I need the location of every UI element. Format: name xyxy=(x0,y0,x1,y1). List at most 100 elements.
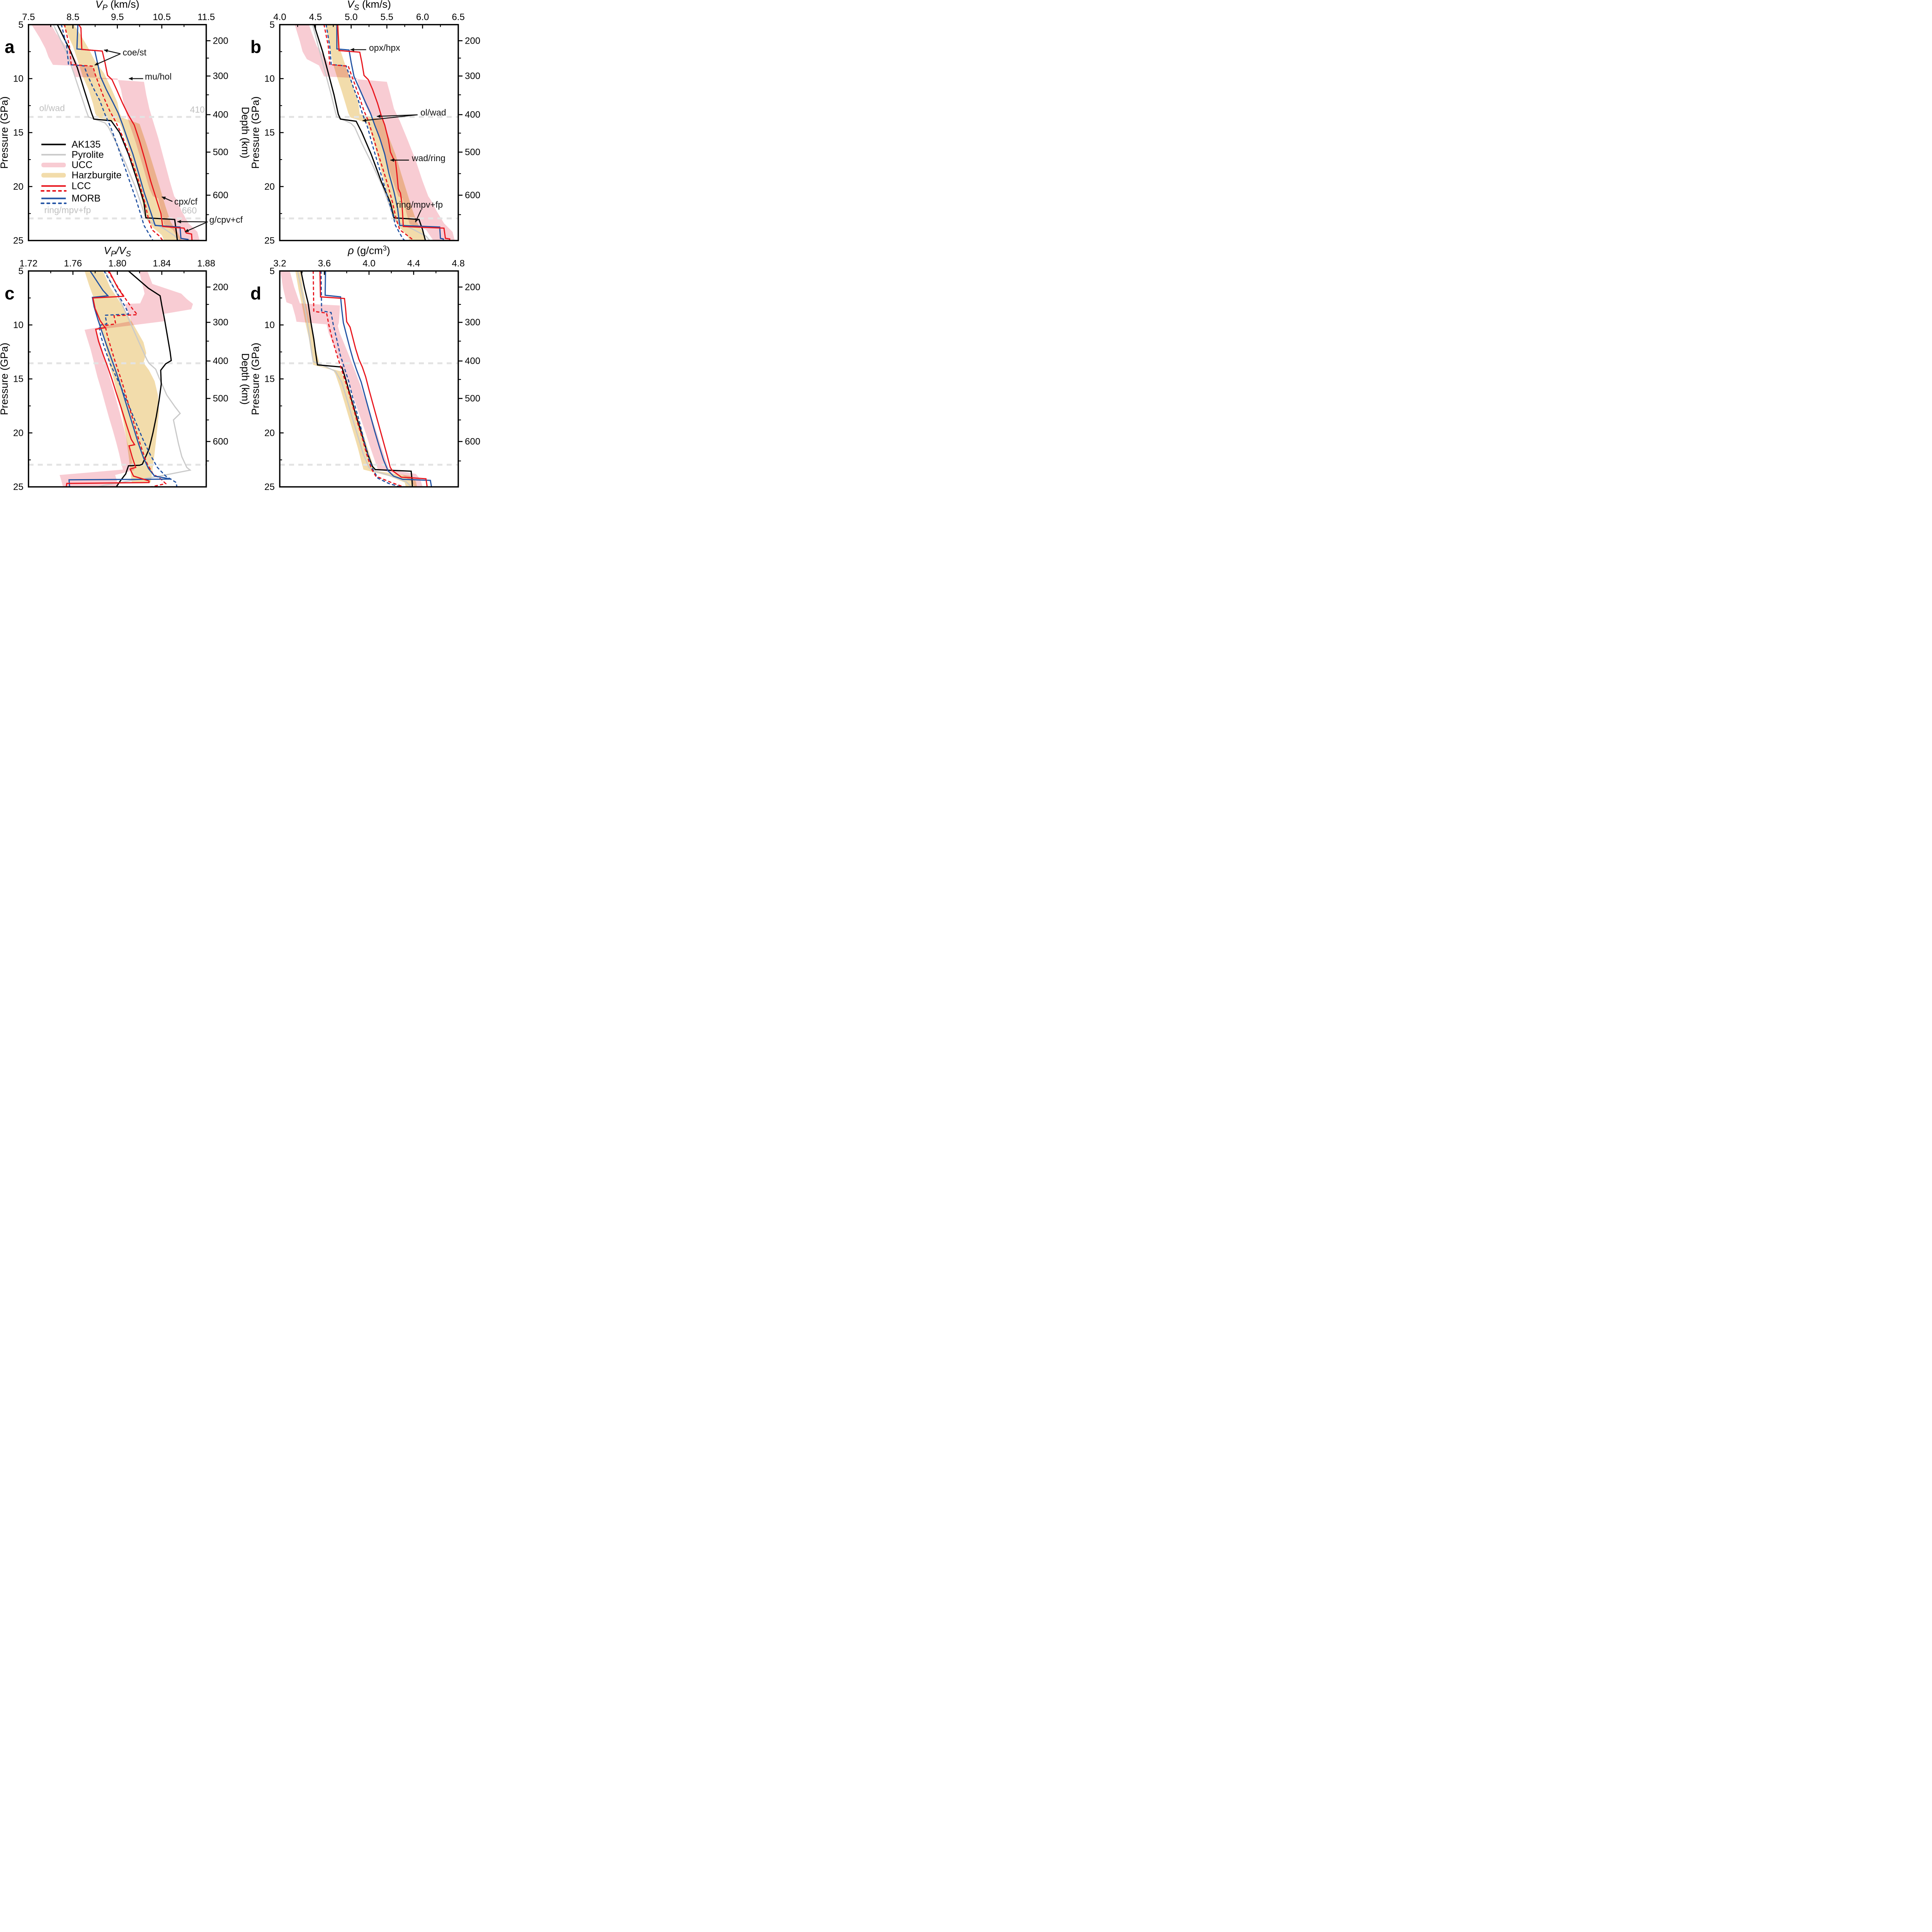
depth-tick-label: 500 xyxy=(213,393,228,404)
ucc-band xyxy=(294,24,455,241)
x-tick-label: 4.0 xyxy=(362,258,375,269)
annotation-label-g-cpv-cf: g/cpv+cf xyxy=(209,214,243,224)
x-tick-label: 7.5 xyxy=(22,12,35,22)
series-pyrolite-line xyxy=(98,271,192,487)
annotation-label-mu-hol: mu/hol xyxy=(145,71,172,82)
series-morb_dashed-line xyxy=(325,24,405,241)
legend-item-lcc: LCC xyxy=(41,180,91,192)
gray-label-660: 660 xyxy=(182,206,197,216)
x-tick-label: 1.84 xyxy=(153,258,171,269)
four-panel-seismic-profile-chart: ol/wad 410 ring/mpv+fp 660 7.5 8.5 9.5 10.5 11.5… xyxy=(0,0,503,492)
x-tick-label: 6.5 xyxy=(452,12,464,22)
figure-page: ol/wad 410 ring/mpv+fp 660 7.5 8.5 9.5 10.5 11.5… xyxy=(0,0,503,492)
x-tick-label: 4.0 xyxy=(273,12,286,22)
x-tick-label: 4.5 xyxy=(309,12,322,22)
pressure-tick-label: 20 xyxy=(264,182,275,192)
x-tick-label: 1.76 xyxy=(64,258,82,269)
annotation-label-opx-hpx: opx/hpx xyxy=(369,43,400,53)
pressure-tick-label: 20 xyxy=(13,182,24,192)
pressure-tick-label: 15 xyxy=(13,128,24,138)
depth-tick-label: 400 xyxy=(213,356,228,366)
gray-label-ring-mpv-fp: ring/mpv+fp xyxy=(44,205,91,215)
annotation-arrow-ring-mpv-fp xyxy=(415,209,422,223)
series-pyrolite-line xyxy=(312,24,430,241)
pressure-tick-label: 20 xyxy=(264,428,275,438)
series-lcc-line xyxy=(337,24,451,241)
depth-tick-label: 200 xyxy=(465,282,480,293)
annotation-label-wad-ring: wad/ring xyxy=(412,153,446,163)
series-lcc-line xyxy=(319,271,428,487)
gray-label-410: 410 xyxy=(190,104,205,114)
x-tick-label: 3.6 xyxy=(318,258,331,269)
depth-tick-label: 200 xyxy=(213,282,228,293)
pressure-tick-label: 15 xyxy=(264,128,275,138)
depth-tick-label: 400 xyxy=(465,356,480,366)
annotation-arrow-g-cpv-cf xyxy=(185,221,208,233)
legend-item-pyrolite: Pyrolite xyxy=(41,149,104,160)
legend-item-ak135: AK135 xyxy=(41,139,100,150)
legend-item-ak135-label: AK135 xyxy=(71,139,100,150)
pressure-tick-label: 10 xyxy=(264,73,275,84)
pressure-axis-title: Pressure (GPa) xyxy=(0,96,10,169)
x-tick-label: 10.5 xyxy=(153,12,171,22)
legend-item-harzburgite-label: Harzburgite xyxy=(71,170,121,180)
x-tick-label: 1.88 xyxy=(197,258,215,269)
series-morb_dashed-line xyxy=(320,271,401,487)
pressure-tick-label: 5 xyxy=(18,20,23,30)
pressure-tick-label: 10 xyxy=(13,73,24,84)
pressure-tick-label: 5 xyxy=(270,266,275,276)
panel-b: 4.0 4.5 5.0 5.5 6.0 6.5 VS​ (km/s) 5 10 15 20 25 Pre… xyxy=(250,0,503,246)
annotation-arrow-cpx-cf xyxy=(162,196,173,202)
pressure-axis-title: Pressure (GPa) xyxy=(0,343,10,415)
depth-tick-label: 600 xyxy=(213,190,228,201)
depth-axis-title: Depth (km) xyxy=(240,353,251,405)
panel-d-plot-area xyxy=(280,271,458,487)
pressure-tick-label: 25 xyxy=(13,236,24,246)
pressure-tick-label: 25 xyxy=(13,482,24,491)
depth-tick-label: 500 xyxy=(465,393,480,404)
x-axis-title: VP​/VS​ xyxy=(104,245,131,258)
panel-a-letter: a xyxy=(5,37,15,57)
depth-tick-label: 600 xyxy=(465,437,480,447)
x-tick-label: 11.5 xyxy=(197,12,215,22)
depth-tick-label: 500 xyxy=(465,147,480,158)
pressure-tick-label: 5 xyxy=(18,266,23,276)
series-lcc_dashed-line xyxy=(313,271,404,487)
harzburgite_band-legend-swatch xyxy=(41,173,66,178)
pressure-tick-label: 15 xyxy=(264,374,275,384)
panel-c: 1.72 1.76 1.80 1.84 1.88 VP​/VS​ 5 10 15 20 25 Pres… xyxy=(0,245,251,492)
panel-a-plot-area xyxy=(28,24,206,241)
harzburgite-band xyxy=(84,271,159,483)
series-ak135-line xyxy=(300,271,413,487)
legend-item-ucc: UCC xyxy=(41,160,92,170)
depth-tick-label: 300 xyxy=(465,317,480,328)
annotation-arrow-coe-st xyxy=(94,53,121,66)
legend-item-morb: MORB xyxy=(41,193,100,204)
panel-a: ol/wad 410 ring/mpv+fp 660 7.5 8.5 9.5 10.5 11.5… xyxy=(0,0,251,246)
harzburgite-band xyxy=(325,24,426,241)
x-tick-label: 4.8 xyxy=(452,258,464,269)
pressure-tick-label: 10 xyxy=(13,320,24,330)
series-lcc-line xyxy=(66,271,150,487)
depth-tick-label: 400 xyxy=(465,110,480,120)
x-tick-label: 3.2 xyxy=(273,258,286,269)
x-tick-label: 8.5 xyxy=(66,12,79,22)
legend-item-lcc-label: LCC xyxy=(71,180,91,191)
annotation-arrow-ol-wad xyxy=(362,114,418,122)
annotation-arrow-coe-st xyxy=(104,49,121,54)
annotation-label-ring-mpv-fp: ring/mpv+fp xyxy=(396,199,443,209)
series-lcc-line xyxy=(78,24,193,241)
series-lcc_dashed-line xyxy=(323,24,415,241)
depth-tick-label: 600 xyxy=(465,190,480,201)
x-axis-title: ρ (g/cm3​) xyxy=(347,244,390,256)
panel-d-letter: d xyxy=(250,283,262,303)
x-tick-label: 4.4 xyxy=(407,258,420,269)
pressure-tick-label: 15 xyxy=(13,374,24,384)
series-morb-line xyxy=(336,24,444,241)
x-axis-title: VS​ (km/s) xyxy=(347,0,391,12)
pressure-tick-label: 25 xyxy=(264,236,275,246)
x-tick-label: 9.5 xyxy=(111,12,124,22)
series-ak135-line xyxy=(116,271,172,487)
series-ak135-line xyxy=(57,24,178,241)
series-lcc_dashed-line xyxy=(64,24,163,241)
